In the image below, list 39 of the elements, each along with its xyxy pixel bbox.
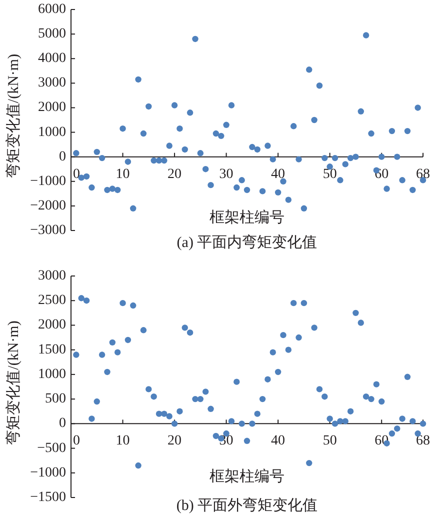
x-tick-label: 40 (271, 434, 286, 449)
x-axis-title: 框架柱编号 (210, 468, 284, 485)
y-axis-title: 弯矩变化值/(kN·m) (5, 320, 22, 445)
x-tick-label: 20 (168, 434, 182, 449)
y-tick-label: 1000 (38, 124, 66, 140)
x-tick-label: 50 (322, 166, 337, 182)
x-tick-label: 68 (416, 166, 430, 182)
x-tick-label: 50 (322, 434, 337, 449)
y-tick-label: 500 (45, 392, 66, 407)
y-tick-label: 0 (59, 416, 66, 432)
x-tick-label: 10 (116, 166, 130, 182)
y-tick-label: −500 (37, 440, 66, 456)
text: (b) 平面外弯矩变化值 (176, 497, 318, 514)
y-tick-label: −1000 (30, 174, 66, 189)
y-tick-label: 2000 (38, 100, 66, 116)
y-tick-label: 2000 (38, 318, 66, 333)
y-tick-label: 4000 (38, 51, 66, 66)
y-tick-label: −1500 (30, 490, 66, 505)
y-tick-label: 3000 (38, 76, 66, 91)
y-tick-label: 1500 (38, 342, 66, 358)
y-tick-label: −2000 (30, 198, 66, 214)
y-tick-label: −1000 (30, 465, 66, 480)
x-tick-label: 0 (73, 166, 80, 182)
y-tick-label: −3000 (30, 223, 66, 238)
x-tick-label: 40 (271, 166, 286, 182)
x-axis-title: 框架柱编号 (210, 209, 284, 226)
x-tick-label: 30 (219, 166, 234, 182)
y-tick-label: 2500 (38, 293, 66, 308)
y-tick-label: 5000 (38, 26, 66, 42)
y-tick-label: 0 (59, 149, 66, 164)
x-tick-label: 20 (168, 166, 182, 182)
y-axis-title: 弯矩变化值/(kN·m) (5, 54, 22, 178)
y-tick-label: 1000 (38, 366, 66, 382)
y-tick-label: 6000 (38, 2, 66, 17)
text: (a) 平面内弯矩变化值 (176, 234, 318, 251)
y-tick-label: 3000 (38, 268, 66, 284)
x-tick-label: 0 (73, 434, 80, 449)
x-tick-label: 68 (416, 434, 430, 449)
x-tick-label: 10 (116, 434, 130, 449)
